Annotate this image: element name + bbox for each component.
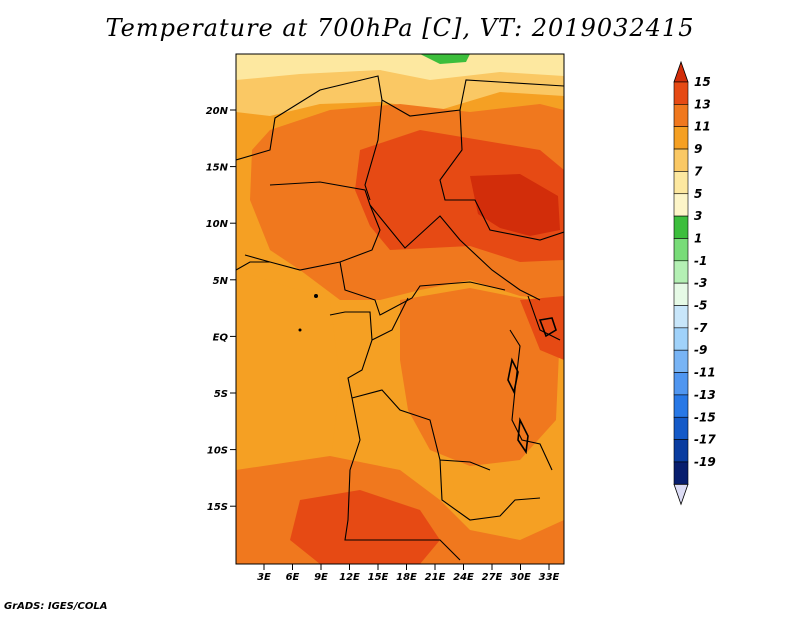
colorbar-label: -5: [694, 299, 707, 313]
colorbar-label: 9: [694, 142, 702, 156]
lon-tick-label: 21E: [425, 572, 446, 583]
field-band-13-south: [290, 490, 440, 564]
lakes: [507, 317, 557, 455]
colorbar-segment: [673, 349, 689, 373]
lon-tick-label: 18E: [396, 572, 417, 583]
colorbar-segment: [673, 416, 689, 440]
lat-tick-label: 15S: [207, 502, 228, 513]
colorbar-segment: [673, 305, 689, 329]
colorbar-label: -13: [694, 388, 716, 402]
colorbar-label: -9: [694, 343, 707, 357]
islands: [298, 294, 318, 332]
colorbar-label: -19: [694, 455, 716, 469]
field-band-15-north: [470, 174, 560, 236]
colorbar-segment: [673, 461, 689, 485]
country-borders: [236, 75, 564, 561]
colorbar-label: 11: [694, 120, 711, 134]
colorbar-segment: [673, 439, 689, 463]
lon-tick-label: 15E: [368, 572, 389, 583]
field-band-5: [236, 54, 564, 80]
colorbar-label: -11: [694, 366, 716, 380]
lon-tick-label: 27E: [482, 572, 503, 583]
lon-tick-label: 6E: [286, 572, 300, 583]
lat-tick-label: 10N: [206, 219, 229, 230]
colorbar-label: -3: [694, 276, 707, 290]
field-band-9-ocean: [236, 270, 340, 490]
colorbar-segment: [673, 126, 689, 150]
colorbar-segment: [673, 81, 689, 105]
lon-tick-label: 12E: [339, 572, 360, 583]
lat-tick-label: EQ: [213, 332, 229, 343]
lat-tick-label: 20N: [206, 106, 229, 117]
map-frame: [235, 53, 565, 565]
grads-credit: GrADS: IGES/COLA: [4, 601, 108, 612]
colorbar-label: -15: [694, 410, 716, 424]
field-band-13-east: [520, 296, 564, 360]
colorbar-label: -17: [694, 433, 716, 447]
colorbar-segment: [673, 171, 689, 195]
lon-tick-label: 9E: [314, 572, 328, 583]
colorbar-segment: [673, 372, 689, 396]
colorbar-segment: [673, 104, 689, 127]
lat-tick-label: 5S: [214, 389, 228, 400]
colorbar: 15 13 11 9 7 5 3 1 -1 -3 -5 -7 -9 -11 -13 -15 -17 -19: [673, 60, 716, 506]
colorbar-segment: [673, 327, 689, 351]
lon-tick-label: 24E: [453, 572, 474, 583]
colorbar-label: 15: [694, 75, 711, 89]
lat-tick-label: 15N: [206, 163, 229, 174]
lon-tick-label: 3E: [257, 572, 271, 583]
colorbar-cap-top: [673, 60, 689, 83]
colorbar-label: 1: [694, 231, 702, 245]
colorbar-segment: [673, 260, 689, 284]
latitude-axis: 20N 15N 10N 5N EQ 5S 10S 15S: [206, 106, 236, 513]
colorbar-segment: [673, 148, 689, 172]
colorbar-segment: [673, 282, 689, 306]
colorbar-cap-bottom: [673, 483, 689, 506]
lat-tick-label: 10S: [207, 446, 228, 457]
lon-tick-label: 33E: [539, 572, 560, 583]
colorbar-label: 7: [694, 164, 703, 178]
colorbar-label: 3: [694, 209, 702, 223]
colorbar-segment: [673, 193, 689, 217]
colorbar-label: 5: [694, 187, 702, 201]
colorbar-segment: [673, 238, 689, 262]
colorbar-label: -7: [694, 321, 708, 335]
plot-title: Temperature at 700hPa [C], VT: 201903241…: [105, 14, 695, 42]
longitude-axis: 3E 6E 9E 12E 15E 18E 21E 24E 27E 30E 33E: [257, 564, 560, 583]
colorbar-segment: [673, 215, 689, 239]
lat-tick-label: 5N: [213, 276, 229, 287]
colorbar-label: -1: [694, 254, 707, 268]
field-band-9-south: [450, 470, 520, 520]
colorbar-segment: [673, 394, 689, 418]
field-band-1: [420, 54, 470, 64]
lon-tick-label: 30E: [510, 572, 531, 583]
temperature-field: [236, 54, 564, 564]
colorbar-label: 13: [694, 97, 711, 111]
